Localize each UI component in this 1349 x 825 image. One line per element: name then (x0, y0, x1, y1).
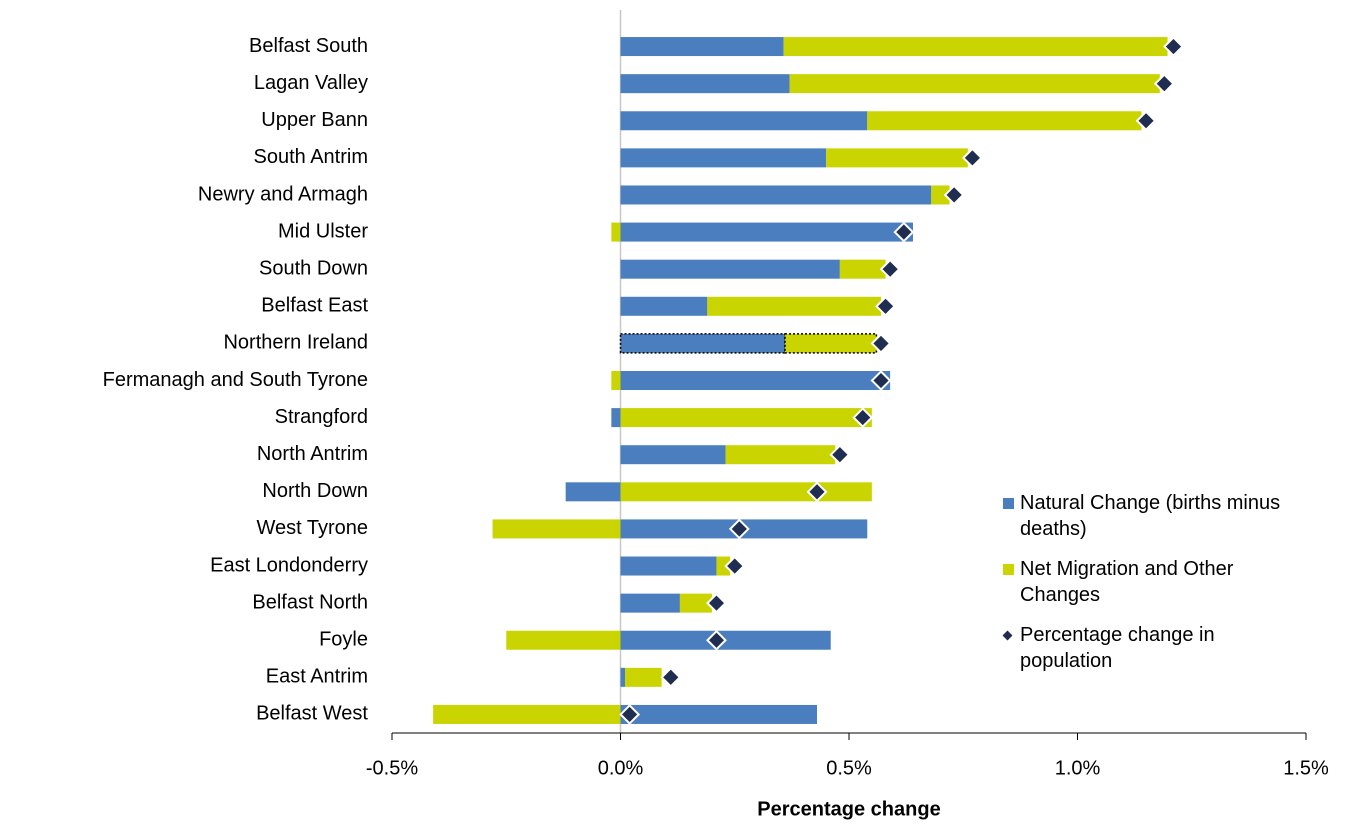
bar (826, 148, 968, 168)
y-tick-label: Newry and Armagh (198, 183, 368, 205)
y-tick-label: West Tyrone (256, 517, 368, 539)
bar (783, 37, 1168, 57)
bar (679, 593, 712, 613)
marker (870, 370, 892, 391)
bar (867, 111, 1142, 131)
marker (852, 407, 874, 429)
bar (620, 259, 840, 279)
bar (433, 704, 621, 724)
y-tick-label: South Antrim (253, 146, 368, 168)
marker (1163, 36, 1184, 57)
bar (620, 482, 872, 502)
marker (870, 332, 892, 354)
legend-label: Percentage change in population (1020, 624, 1215, 672)
y-tick-label: Foyle (319, 629, 368, 651)
x-tick-label: 1.5% (1283, 757, 1329, 779)
bar (725, 445, 836, 465)
y-tick-label: East Antrim (266, 666, 368, 688)
legend-label: Net Migration and Other Changes (1020, 558, 1234, 606)
legend-label: Natural Change (births minus deaths) (1020, 492, 1281, 540)
x-tick-label: 0.5% (826, 757, 872, 779)
y-tick-label: Belfast North (252, 591, 368, 613)
bar (620, 74, 790, 94)
legend-item: Net Migration and Other Changes (1000, 556, 1285, 608)
bar (611, 408, 621, 428)
marker (829, 444, 851, 466)
marker (893, 221, 915, 243)
bar (620, 185, 932, 205)
legend-item: Natural Change (births minus deaths) (1000, 490, 1285, 542)
y-tick-label: Northern Ireland (223, 332, 368, 354)
bar (611, 371, 621, 390)
bar (839, 259, 886, 279)
bar (611, 222, 621, 242)
bar (620, 371, 891, 390)
marker (961, 147, 983, 169)
marker (660, 666, 682, 688)
bar (620, 704, 818, 724)
y-tick-label: Fermanagh and South Tyrone (103, 369, 368, 391)
y-tick-label: Belfast West (256, 703, 368, 725)
bar (565, 482, 621, 502)
marker (706, 629, 727, 651)
marker (875, 295, 896, 317)
y-tick-label: Belfast East (261, 295, 368, 317)
y-tick-label: Mid Ulster (278, 220, 368, 242)
marker (1135, 110, 1157, 132)
marker (619, 704, 641, 725)
bar (716, 556, 731, 576)
legend-item: Percentage change in population (1000, 622, 1285, 674)
bar (620, 556, 717, 576)
y-tick-label: Belfast South (249, 35, 368, 57)
bar (620, 667, 626, 687)
y-tick-label: Upper Bann (261, 109, 368, 131)
marker (728, 518, 750, 540)
bar (620, 222, 913, 242)
legend-swatch (1003, 564, 1014, 575)
marker (706, 592, 727, 614)
bar (620, 593, 680, 613)
bar (620, 445, 726, 465)
bar (620, 111, 868, 131)
x-tick-label: -0.5% (366, 757, 418, 779)
marker (1153, 73, 1175, 95)
legend-swatch (1003, 498, 1014, 509)
bar (620, 37, 784, 57)
bar (506, 630, 621, 650)
x-tick-label: 1.0% (1055, 757, 1101, 779)
bar (619, 333, 786, 354)
bar (784, 333, 878, 354)
x-tick-label: 0.0% (598, 757, 644, 779)
y-tick-label: South Down (259, 257, 368, 279)
marker (806, 481, 828, 503)
bar (707, 296, 881, 316)
bar (620, 408, 872, 428)
bar (789, 74, 1160, 94)
bar (625, 667, 662, 687)
bar (492, 519, 621, 539)
marker (724, 555, 746, 577)
legend: Natural Change (births minus deaths) Net … (1000, 490, 1300, 688)
legend-swatch (1002, 630, 1013, 641)
y-tick-label: Lagan Valley (254, 72, 368, 94)
y-tick-label: Strangford (275, 406, 368, 428)
y-tick-label: East Londonderry (210, 554, 368, 576)
x-axis-title: Percentage change (757, 798, 940, 820)
bar (931, 185, 950, 205)
bar (620, 148, 827, 168)
marker (943, 184, 965, 206)
bar (620, 296, 708, 316)
y-tick-label: North Down (262, 480, 368, 502)
marker (879, 258, 901, 280)
y-tick-label: North Antrim (257, 443, 368, 465)
